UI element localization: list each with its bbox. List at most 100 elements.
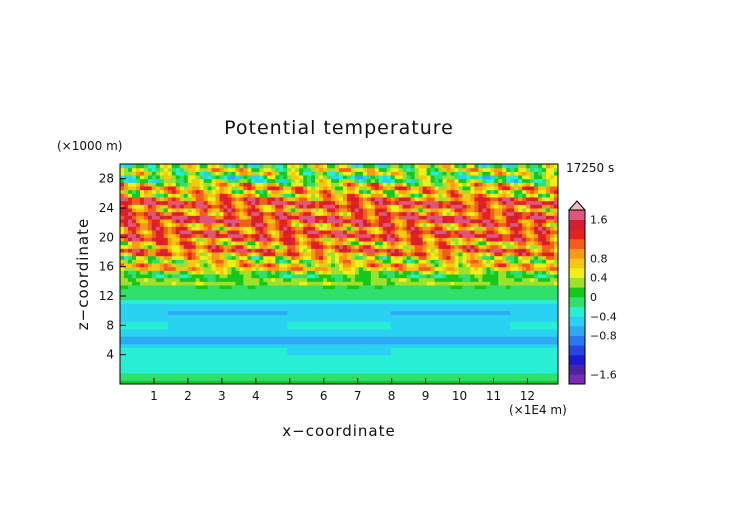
heatmap-cell [171,347,177,352]
heatmap-cell [510,277,515,282]
heatmap-cell [267,226,272,231]
heatmap-cell [175,215,181,220]
heatmap-cell [275,318,280,323]
heatmap-cell [470,314,475,319]
heatmap-cell [219,365,225,370]
heatmap-cell [331,259,336,264]
heatmap-cell [510,303,515,308]
heatmap-cell [390,277,396,282]
heatmap-cell [402,343,408,348]
heatmap-cell [315,303,320,308]
heatmap-cell [406,310,412,315]
heatmap-cell [215,296,221,301]
heatmap-cell [466,340,471,345]
heatmap-cell [211,369,217,374]
heatmap-cell [358,226,364,231]
heatmap-cell [331,340,336,345]
heatmap-cell [163,321,169,326]
heatmap-cell [263,380,268,384]
heatmap-cell [486,263,491,268]
heatmap-cell [195,285,201,290]
heatmap-cell [378,244,384,249]
heatmap-cell [442,336,448,341]
heatmap-cell [239,343,244,348]
heatmap-cell [430,281,436,286]
heatmap-cell [339,376,344,381]
heatmap-cell [267,310,272,315]
heatmap-cell [434,314,440,319]
heatmap-cell [327,343,332,348]
heatmap-cell [378,299,384,304]
heatmap-cell [470,354,475,359]
heatmap-cell [283,299,288,304]
heatmap-cell [339,365,344,370]
heatmap-cell [275,303,280,308]
heatmap-cell [402,285,408,290]
heatmap-cell [199,351,205,356]
heatmap-cell [422,255,428,260]
heatmap-cell [223,252,229,257]
heatmap-cell [350,325,356,330]
heatmap-cell [494,266,499,271]
heatmap-cell [406,233,412,238]
heatmap-cell [446,362,451,367]
heatmap-cell [462,362,467,367]
heatmap-cell [235,226,240,231]
heatmap-cell [370,219,376,224]
heatmap-cell [279,299,284,304]
heatmap-cell [155,255,161,260]
heatmap-cell [167,241,173,246]
heatmap-cell [259,299,264,304]
heatmap-cell [354,237,360,242]
heatmap-cell [450,336,455,341]
heatmap-cell [370,255,376,260]
heatmap-cell [279,369,284,374]
heatmap-cell [227,314,232,319]
heatmap-cell [486,237,491,242]
heatmap-cell [311,266,316,271]
heatmap-cell [362,219,368,224]
heatmap-cell [135,219,141,224]
heatmap-cell [319,219,324,224]
heatmap-cell [315,285,320,290]
heatmap-cell [207,237,213,242]
heatmap-cell [486,259,491,264]
heatmap-cell [426,362,432,367]
heatmap-cell [319,365,324,370]
heatmap-cell [514,233,519,238]
heatmap-cell [494,351,499,356]
heatmap-cell [442,222,448,227]
heatmap-cell [279,365,284,370]
heatmap-cell [410,303,416,308]
heatmap-cell [259,255,264,260]
heatmap-cell [366,281,372,286]
heatmap-cell [183,288,189,293]
heatmap-cell [187,248,193,253]
heatmap-cell [187,336,193,341]
heatmap-cell [307,325,312,330]
heatmap-cell [450,233,455,238]
heatmap-cell [466,307,471,312]
heatmap-cell [358,380,364,384]
heatmap-cell [155,277,161,282]
heatmap-cell [335,325,340,330]
heatmap-cell [235,358,240,363]
heatmap-cell [438,369,444,374]
heatmap-cell [271,296,276,301]
heatmap-cell [151,219,157,224]
heatmap-cell [382,270,388,275]
heatmap-cell [390,299,396,304]
heatmap-cell [331,369,336,374]
heatmap-cell [267,292,272,297]
heatmap-cell [291,266,296,271]
heatmap-cell [175,362,181,367]
heatmap-cell [410,314,416,319]
heatmap-cell [183,281,189,286]
heatmap-cell [167,340,173,345]
heatmap-cell [486,325,491,330]
heatmap-cell [203,329,209,334]
heatmap-cell [323,292,328,297]
heatmap-cell [442,318,448,323]
heatmap-cell [139,343,145,348]
heatmap-cell [526,369,531,374]
